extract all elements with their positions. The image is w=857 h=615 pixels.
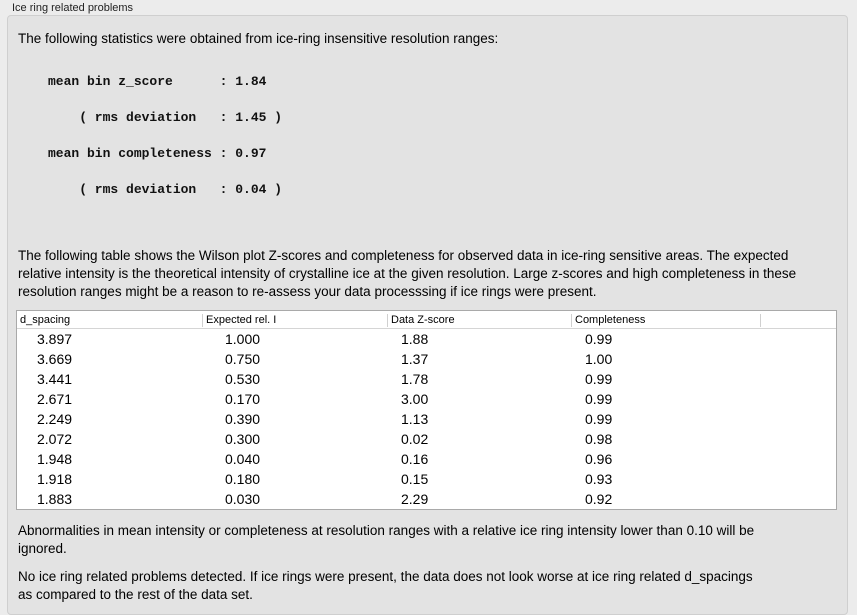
table-cell: 0.300 <box>225 431 261 447</box>
table-row[interactable]: 3.669 0.750 1.37 1.00 <box>17 349 836 369</box>
table-cell: 1.948 <box>37 451 73 467</box>
column-header[interactable]: Data Z-score <box>388 314 572 327</box>
table-cell: 0.99 <box>585 411 613 427</box>
table-row[interactable]: 2.072 0.300 0.02 0.98 <box>17 429 836 449</box>
table-cell: 0.02 <box>401 431 429 447</box>
table-cell: 1.78 <box>401 371 429 387</box>
table-cell: 1.88 <box>401 331 429 347</box>
stat-line: mean bin completeness : 0.97 <box>48 146 267 161</box>
table-cell: 0.93 <box>585 471 613 487</box>
table-cell: 0.530 <box>225 371 261 387</box>
table-cell: 0.92 <box>585 491 613 507</box>
table-cell: 2.29 <box>401 491 429 507</box>
table-cell: 0.96 <box>585 451 613 467</box>
table-row[interactable]: 3.897 1.000 1.88 0.99 <box>17 329 836 349</box>
table-cell: 2.671 <box>37 391 73 407</box>
table-cell: 0.750 <box>225 351 261 367</box>
note-text: Abnormalities in mean intensity or compl… <box>18 523 755 556</box>
ice-ring-group: The following statistics were obtained f… <box>7 15 848 615</box>
conclusion-text: No ice ring related problems detected. I… <box>18 569 753 602</box>
table-row[interactable]: 2.249 0.390 1.13 0.99 <box>17 409 836 429</box>
table-cell: 0.99 <box>585 391 613 407</box>
table-cell: 0.030 <box>225 491 261 507</box>
table-cell: 0.390 <box>225 411 261 427</box>
table-row[interactable]: 1.883 0.030 2.29 0.92 <box>17 489 836 509</box>
table-intro-text: The following table shows the Wilson plo… <box>18 248 797 299</box>
table-cell: 1.883 <box>37 491 73 507</box>
table-cell: 0.040 <box>225 451 261 467</box>
table-cell: 0.170 <box>225 391 261 407</box>
table-row[interactable]: 3.441 0.530 1.78 0.99 <box>17 369 836 389</box>
table-cell: 3.441 <box>37 371 73 387</box>
table-cell: 1.00 <box>585 351 613 367</box>
column-header[interactable]: d_spacing <box>17 314 203 327</box>
table-cell: 0.99 <box>585 371 613 387</box>
stats-block: mean bin z_score : 1.84 ( rms deviation … <box>48 55 847 217</box>
table-header: d_spacing Expected rel. I Data Z-score Comp… <box>17 311 836 329</box>
table-cell: 2.072 <box>37 431 73 447</box>
group-title: Ice ring related problems <box>12 2 134 14</box>
table-cell: 0.180 <box>225 471 261 487</box>
table-cell: 2.249 <box>37 411 73 427</box>
stat-line: ( rms deviation : 0.04 ) <box>48 182 283 197</box>
table-row[interactable]: 2.671 0.170 3.00 0.99 <box>17 389 836 409</box>
table-cell: 3.669 <box>37 351 73 367</box>
table-cell: 1.000 <box>225 331 261 347</box>
column-header[interactable]: Expected rel. I <box>203 314 388 327</box>
table-cell: 0.98 <box>585 431 613 447</box>
table-cell: 1.37 <box>401 351 429 367</box>
table-cell: 0.99 <box>585 331 613 347</box>
ice-ring-table[interactable]: d_spacing Expected rel. I Data Z-score Comp… <box>16 310 837 510</box>
table-cell: 0.15 <box>401 471 429 487</box>
intro-text: The following statistics were obtained f… <box>18 31 499 46</box>
table-row[interactable]: 1.948 0.040 0.16 0.96 <box>17 449 836 469</box>
table-cell: 3.897 <box>37 331 73 347</box>
stat-line: mean bin z_score : 1.84 <box>48 74 267 89</box>
column-header[interactable]: Completeness <box>572 314 761 327</box>
table-cell: 0.16 <box>401 451 429 467</box>
table-cell: 1.918 <box>37 471 73 487</box>
table-cell: 3.00 <box>401 391 429 407</box>
stat-line: ( rms deviation : 1.45 ) <box>48 110 283 125</box>
table-cell: 1.13 <box>401 411 429 427</box>
table-row[interactable]: 1.918 0.180 0.15 0.93 <box>17 469 836 489</box>
